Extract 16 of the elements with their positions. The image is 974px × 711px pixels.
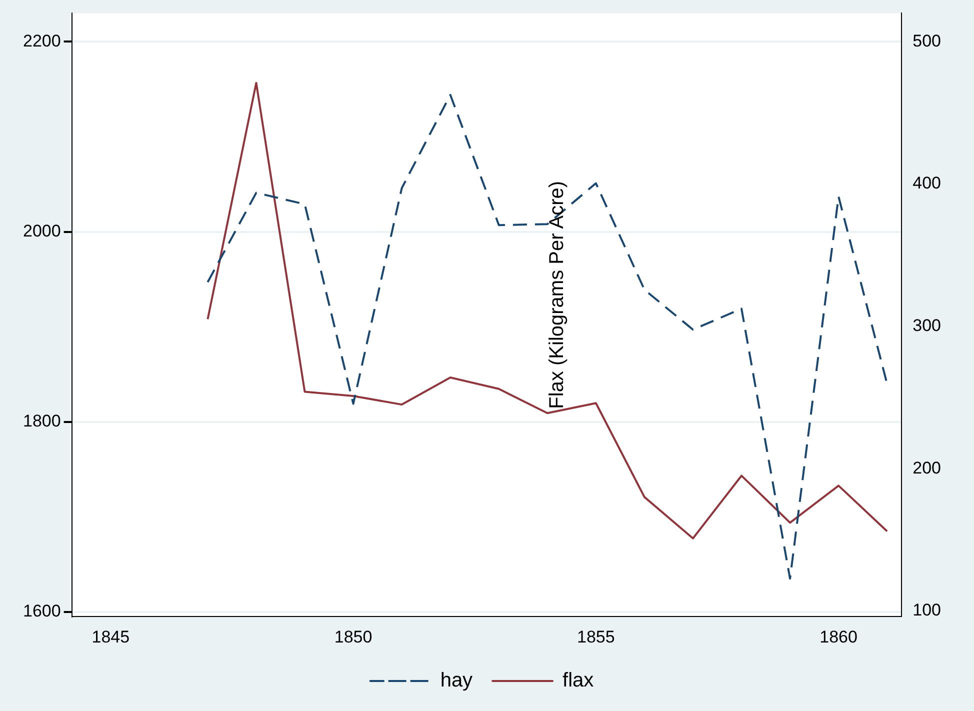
y2-tick-label: 500 — [912, 31, 942, 50]
x-tick-label: 1845 — [92, 627, 130, 646]
legend-label: flax — [562, 670, 594, 692]
y-tick-label: 2200 — [22, 31, 61, 50]
y-tick-label: 1800 — [22, 411, 61, 430]
y2-tick-label: 400 — [912, 174, 942, 193]
y-tick-label: 2000 — [22, 221, 61, 240]
y-tick-label: 1600 — [22, 602, 61, 621]
y2-tick-label: 300 — [912, 316, 942, 335]
y2-tick-label: 200 — [912, 458, 942, 478]
legend-label: hay — [440, 670, 473, 692]
x-tick-label: 1855 — [577, 627, 615, 646]
y2-tick-label: 100 — [912, 600, 942, 620]
x-tick-label: 1850 — [334, 627, 372, 646]
x-tick-label: 1860 — [820, 627, 858, 646]
y2-axis-title: Flax (Kilograms Per Acre) — [546, 180, 568, 409]
